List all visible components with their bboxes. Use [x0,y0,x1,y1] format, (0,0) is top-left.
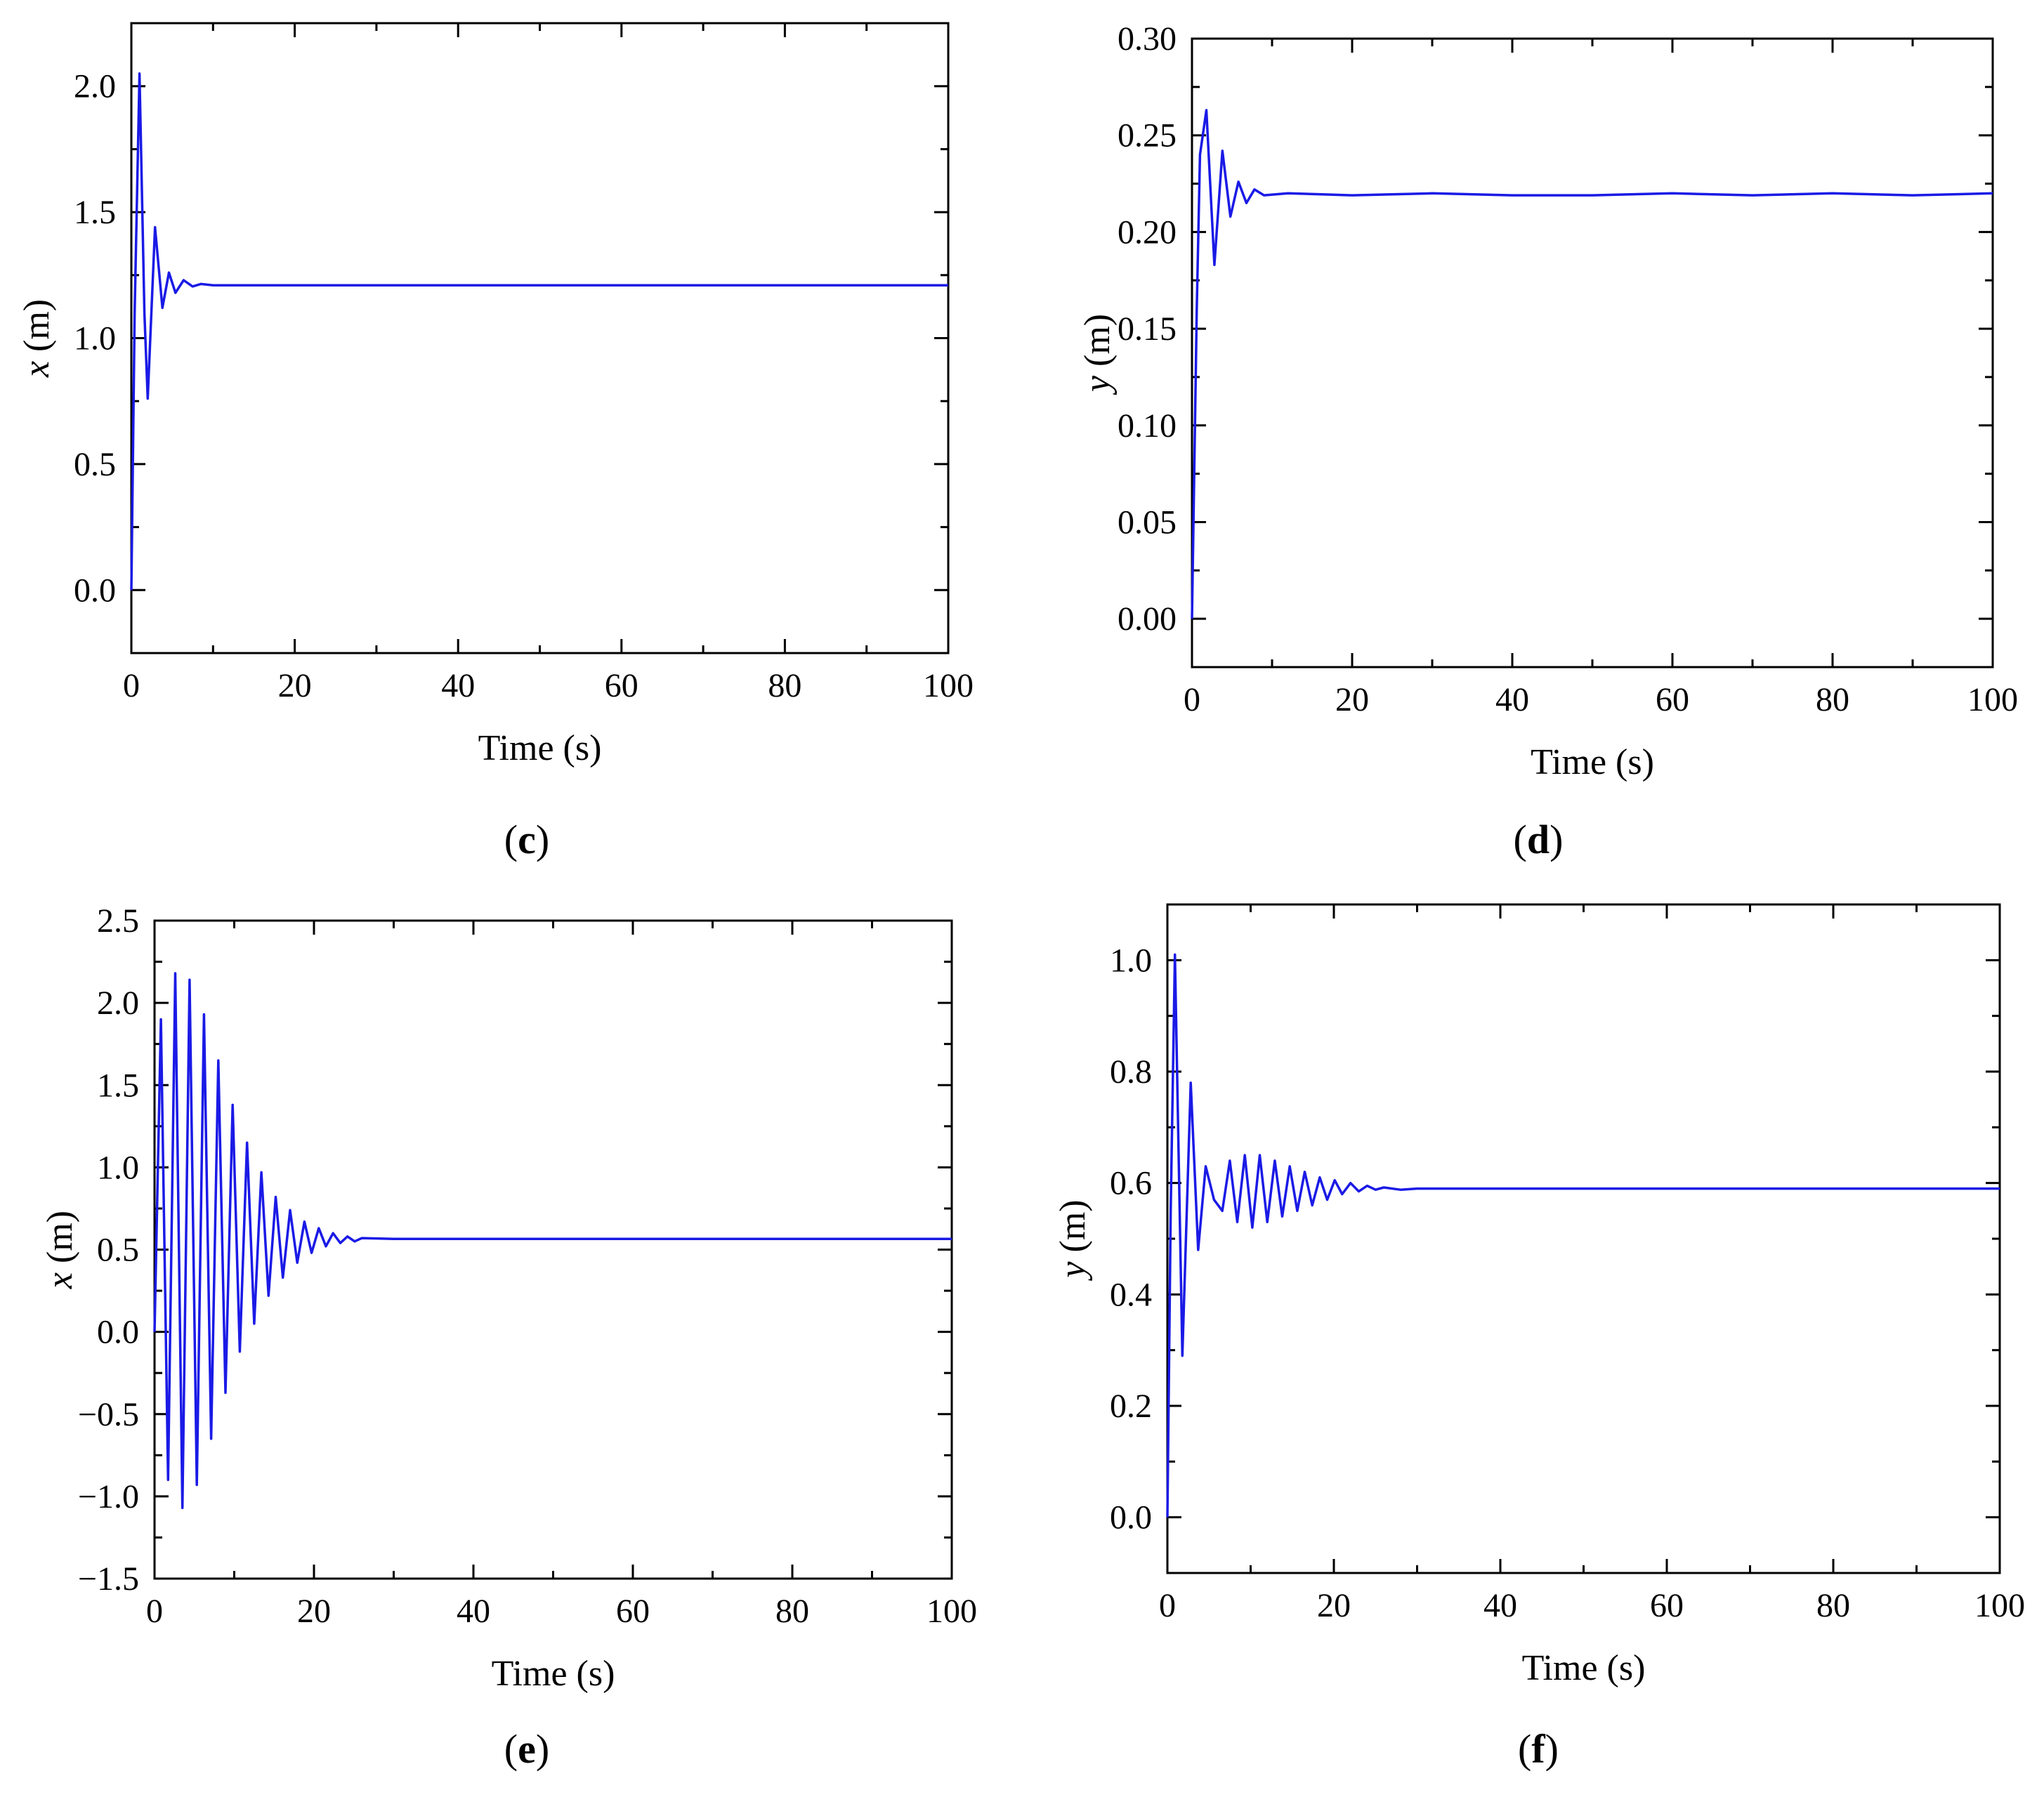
y-tick-label: −0.5 [78,1396,139,1433]
panel-label-e: (e) [504,1726,549,1772]
y-tick-label: 0.10 [1118,407,1177,445]
x-tick-label: 40 [441,667,475,704]
y-tick-label: 0.05 [1118,503,1177,541]
y-tick-label: −1.0 [78,1478,139,1515]
y-tick-label: 0.0 [1110,1499,1152,1536]
y-tick-label: −1.5 [78,1560,139,1598]
data-line-e [153,972,952,1510]
y-axis-title: y (m) [1077,314,1118,395]
y-tick-label: 1.5 [74,194,116,231]
panel-label-d: (d) [1514,817,1564,862]
y-tick-label: 0.25 [1118,117,1177,154]
y-axis-title: y (m) [1053,1199,1093,1281]
x-tick-label: 20 [278,667,312,704]
data-line-d [1191,109,1993,619]
y-tick-label: 2.5 [97,902,139,940]
x-tick-label: 0 [123,667,140,704]
x-axis-title: Time (s) [1531,742,1654,782]
y-tick-label: 2.0 [74,68,116,105]
x-tick-label: 60 [616,1593,650,1630]
x-tick-label: 80 [775,1593,809,1630]
x-tick-label: 80 [1816,1587,1850,1624]
chart-panel-c: 0 20 40 60 80 100 0.0 0.5 1.0 1.5 2.0 Time (s) x (m)… [17,22,974,862]
x-axis-title: Time (s) [1522,1648,1646,1688]
data-line-f [1166,953,2000,1518]
y-axis-title: x (m) [40,1211,80,1289]
chart-panel-f: 0 20 40 60 80 100 0.0 0.2 0.4 0.6 0.8 1.0 Time (s) y … [1053,903,2025,1772]
x-tick-label: 100 [1974,1587,2025,1624]
y-tick-label: 0.15 [1118,310,1177,348]
y-tick-label: 0.0 [97,1314,139,1351]
x-tick-label: 20 [1335,681,1369,718]
x-tick-label: 0 [1159,1587,1176,1624]
y-tick-label: 1.0 [74,320,116,357]
y-tick-label: 0.4 [1110,1276,1152,1313]
plot-frame [1191,37,1994,669]
x-axis-title: Time (s) [478,728,602,768]
plot-frame [153,919,953,1580]
x-tick-label: 60 [1650,1587,1684,1624]
x-tick-label: 100 [926,1593,977,1630]
y-tick-label: 1.0 [97,1149,139,1186]
x-tick-label: 20 [297,1593,331,1630]
x-tick-label: 0 [146,1593,163,1630]
y-tick-label: 0.30 [1118,20,1177,58]
x-axis-title: Time (s) [492,1654,615,1694]
x-tick-label: 80 [1816,681,1849,718]
x-tick-label: 40 [1495,681,1529,718]
plot-frame [1166,903,2001,1574]
y-tick-label: 0.8 [1110,1053,1152,1091]
y-tick-label: 0.2 [1110,1388,1152,1425]
y-tick-label: 0.6 [1110,1165,1152,1202]
x-tick-label: 20 [1317,1587,1351,1624]
y-tick-label: 0.00 [1118,600,1177,638]
y-tick-label: 0.20 [1118,213,1177,251]
y-tick-label: 1.0 [1110,942,1152,979]
y-axis-title: x (m) [17,299,57,378]
panel-label-c: (c) [504,817,549,862]
y-tick-label: 0.5 [97,1232,139,1269]
y-tick-label: 0.0 [74,572,116,609]
x-tick-label: 0 [1184,681,1200,718]
chart-panel-d: 0 20 40 60 80 100 0.00 0.05 0.10 0.15 0.20 0.25 0.30… [1077,20,2018,862]
x-tick-label: 40 [457,1593,490,1630]
x-tick-label: 80 [768,667,801,704]
y-tick-label: 0.5 [74,446,116,483]
x-tick-label: 60 [605,667,638,704]
x-tick-label: 60 [1656,681,1689,718]
x-tick-label: 100 [1967,681,2018,718]
chart-panel-e: 0 20 40 60 80 100 −1.5 −1.0 −0.5 0.0 0.5 1.0 1.5 2.0 2… [40,902,977,1772]
x-tick-label: 40 [1483,1587,1517,1624]
data-line-c [130,72,948,591]
y-tick-label: 2.0 [97,985,139,1022]
plot-frame [130,22,950,654]
x-tick-label: 100 [923,667,974,704]
panel-label-f: (f) [1518,1726,1559,1772]
y-tick-label: 1.5 [97,1067,139,1104]
